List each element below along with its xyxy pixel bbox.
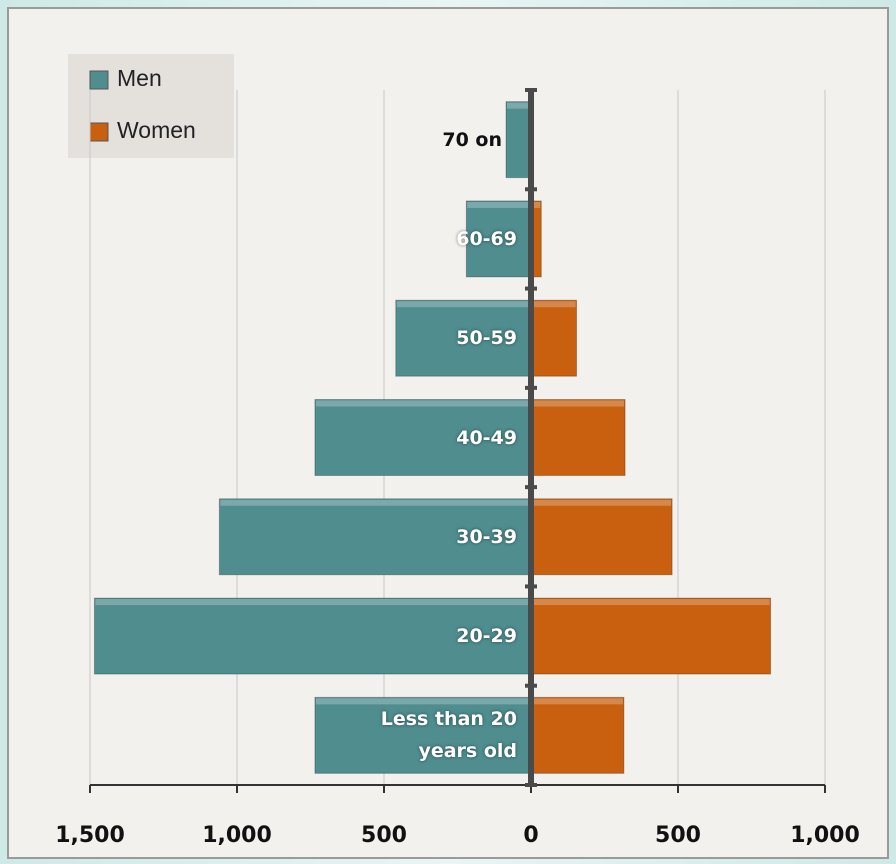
legend-swatch [89, 70, 109, 90]
bar-highlight [532, 698, 623, 705]
bar-highlight [396, 301, 530, 308]
category-label: Less than 20 years old [380, 708, 517, 763]
x-tick-label: 0 [523, 823, 538, 848]
bar-highlight [315, 400, 530, 407]
category-label: 20-29 [456, 625, 517, 648]
x-tick-label: 1,000 [790, 823, 860, 848]
x-tick-label: 1,500 [55, 823, 125, 848]
legend: Men Women [68, 54, 234, 158]
bar-highlight [532, 400, 625, 407]
bar [530, 299, 578, 377]
category-label: 50-59 [456, 327, 517, 350]
bar [314, 696, 532, 774]
bar-highlight [467, 201, 530, 208]
x-tick-label: 500 [361, 823, 407, 848]
category-label: 30-39 [456, 525, 517, 548]
bar [530, 696, 625, 774]
bar [530, 399, 626, 476]
bar-highlight [507, 102, 530, 109]
legend-label: Women [117, 117, 196, 143]
bar [465, 200, 532, 278]
bar-highlight [532, 301, 576, 308]
bar [314, 399, 532, 476]
bar-highlight [532, 499, 672, 506]
legend-label: Men [117, 65, 162, 91]
category-label: 70 on [442, 128, 502, 151]
bar-highlight [95, 599, 530, 606]
bar-highlight [532, 201, 541, 208]
legend-swatch [89, 122, 109, 142]
bar [218, 498, 532, 576]
bar [505, 101, 532, 179]
bar-highlight [532, 599, 770, 606]
x-tick-label: 500 [655, 823, 701, 848]
bar [395, 299, 532, 377]
bar-highlight [220, 499, 531, 506]
x-tick-label: 1,000 [202, 823, 272, 848]
category-label: 40-49 [456, 426, 517, 449]
bar [530, 498, 673, 576]
category-label: 60-69 [456, 227, 517, 250]
bar [530, 597, 772, 675]
bar-highlight [315, 698, 530, 705]
